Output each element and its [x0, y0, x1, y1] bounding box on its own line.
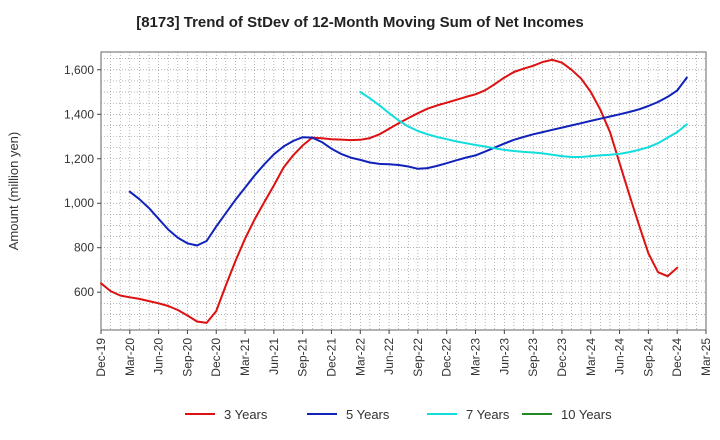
y-tick-label: 1,600 — [64, 63, 94, 77]
legend-item-3-years: 3 Years — [185, 407, 268, 422]
x-tick-label: Sep-24 — [641, 338, 655, 377]
x-tick-label: Jun-24 — [613, 338, 627, 375]
x-tick-label: Dec-22 — [440, 338, 454, 377]
x-tick-label: Mar-20 — [123, 338, 137, 376]
x-tick-label: Jun-22 — [382, 338, 396, 375]
legend-item-7-years: 7 Years — [427, 407, 510, 422]
x-tick-label: Sep-22 — [411, 338, 425, 377]
x-tick-label: Mar-22 — [353, 338, 367, 376]
x-tick-label: Mar-25 — [699, 338, 713, 376]
x-tick-label: Mar-21 — [238, 338, 252, 376]
y-tick-label: 1,200 — [64, 152, 94, 166]
x-tick-label: Mar-23 — [469, 338, 483, 376]
y-tick-label: 600 — [74, 285, 94, 299]
plot-area — [100, 51, 707, 331]
x-tick-label: Sep-23 — [526, 338, 540, 377]
y-tick-label: 800 — [74, 241, 94, 255]
legend-label: 7 Years — [466, 407, 510, 422]
legend-item-10-years: 10 Years — [522, 407, 612, 422]
y-tick-label: 1,400 — [64, 107, 94, 121]
series-line-7-years — [359, 91, 688, 158]
x-tick-label: Dec-19 — [94, 338, 108, 377]
x-axis-ticks: Dec-19 Mar-20 Jun-20 Sep-20 Dec-20 Mar-21 Jun-… — [94, 330, 713, 377]
x-tick-label: Dec-23 — [555, 338, 569, 377]
series-line-3-years — [100, 58, 679, 324]
x-tick-label: Jun-21 — [267, 338, 281, 375]
x-tick-label: Jun-20 — [152, 338, 166, 375]
x-tick-label: Sep-20 — [180, 338, 194, 377]
legend-label: 5 Years — [346, 407, 390, 422]
x-tick-label: Dec-21 — [324, 338, 338, 377]
legend-label: 3 Years — [224, 407, 268, 422]
x-tick-label: Mar-24 — [584, 338, 598, 376]
y-axis-label: Amount (million yen) — [6, 132, 21, 251]
x-tick-label: Jun-23 — [497, 338, 511, 375]
series-line-5-years — [128, 76, 688, 247]
legend-item-5-years: 5 Years — [307, 407, 390, 422]
x-tick-label: Dec-20 — [209, 338, 223, 377]
legend: 3 Years 5 Years 7 Years 10 Years — [185, 407, 612, 422]
legend-label: 10 Years — [561, 407, 612, 422]
series-lines — [100, 58, 688, 324]
x-tick-label: Dec-24 — [670, 338, 684, 377]
y-tick-label: 1,000 — [64, 196, 94, 210]
y-axis-ticks: 600 800 1,000 1,200 1,400 1,600 — [64, 63, 101, 299]
x-tick-label: Sep-21 — [296, 338, 310, 377]
chart-title: [8173] Trend of StDev of 12-Month Moving… — [136, 14, 584, 31]
